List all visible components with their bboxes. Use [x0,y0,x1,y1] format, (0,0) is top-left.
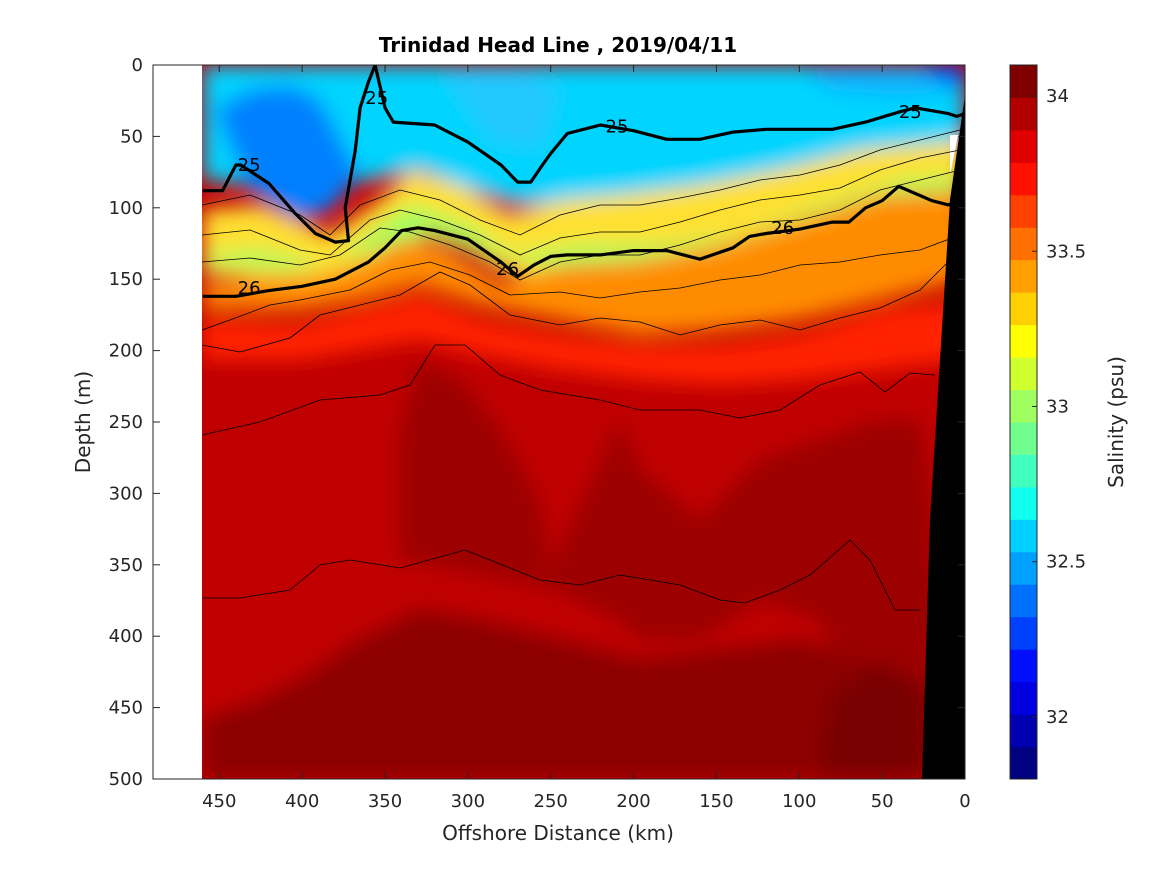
colorbar-tick-label: 33 [1046,396,1069,417]
chart-title: Trinidad Head Line , 2019/04/11 [379,33,737,57]
colorbar-swatch [1010,616,1037,650]
colorbar-label: Salinity (psu) [1104,356,1128,488]
colorbar-swatch [1010,97,1037,131]
x-tick-label: 300 [451,791,485,812]
y-tick-label: 200 [109,341,143,362]
colorbar-swatch [1010,486,1037,520]
x-tick-label: 0 [959,791,970,812]
colorbar-swatch [1010,227,1037,261]
y-tick-label: 150 [109,269,143,290]
colorbar-tick-label: 34 [1046,86,1069,107]
colorbar-frame [1009,64,1038,780]
colorbar-swatch [1010,422,1037,455]
colorbar-swatch [1010,584,1037,618]
y-tick-label: 0 [132,55,143,76]
y-tick-label: 450 [109,698,143,719]
x-axis: 450 400 350 300 250 200 150 100 50 0 [202,65,971,812]
isopycnal-25-line [202,65,965,244]
y-axis: 0 50 100 150 200 250 300 350 400 450 500 [109,55,965,790]
contour-label: 25 [238,155,261,176]
y-tick-label: 500 [109,769,143,790]
x-tick-label: 50 [871,791,894,812]
contour-label-layer: 25 25 25 25 26 26 26 [238,88,922,299]
x-tick-label: 200 [616,791,650,812]
x-tick-label: 250 [534,791,568,812]
contour-label: 26 [238,278,261,299]
colorbar-swatch [1010,649,1037,683]
contour-label: 26 [771,218,794,239]
x-axis-label: Offshore Distance (km) [442,821,674,845]
y-tick-label: 50 [120,126,143,147]
contour-label: 25 [606,116,629,137]
colorbar-tick-label: 32 [1046,707,1069,728]
colorbar-swatch [1010,259,1037,293]
x-tick-label: 450 [202,791,236,812]
y-tick-label: 100 [109,198,143,219]
colorbar-swatch [1010,129,1037,163]
y-tick-label: 300 [109,483,143,504]
x-tick-label: 150 [699,791,733,812]
y-tick-label: 350 [109,555,143,576]
colorbar-swatch [1010,65,1037,98]
colorbar-swatch [1010,194,1037,228]
colorbar-swatch [1010,746,1037,780]
colorbar-tick-label: 32.5 [1046,552,1086,573]
y-axis-label: Depth (m) [71,371,95,473]
y-tick-label: 400 [109,626,143,647]
colorbar-swatch [1010,551,1037,585]
y-tick-label: 250 [109,412,143,433]
colorbar-swatch [1010,357,1037,391]
x-tick-label: 400 [285,791,319,812]
colorbar-swatch [1010,324,1037,358]
colorbar-swatch [1010,292,1037,326]
contour-label: 25 [365,88,388,109]
colorbar-swatch [1010,519,1037,553]
colorbar-swatch [1010,162,1037,196]
colorbar-swatch [1010,714,1037,748]
contour-label: 26 [496,259,519,280]
thin-contours [201,129,961,611]
colorbar-swatch [1010,454,1037,488]
x-tick-label: 100 [782,791,816,812]
x-tick-label: 350 [368,791,402,812]
colorbar-swatch [1010,681,1037,715]
bathymetry-mask [922,65,965,779]
contour-label: 25 [899,102,922,123]
salinity-field [153,65,965,779]
isopycnal-layer [202,65,965,298]
colorbar [1010,65,1037,780]
colorbar-tick-label: 33.5 [1046,241,1086,262]
isopycnal-26-line [202,184,958,298]
colorbar-ticks: 32 32.5 33 33.5 34 [1032,86,1086,728]
